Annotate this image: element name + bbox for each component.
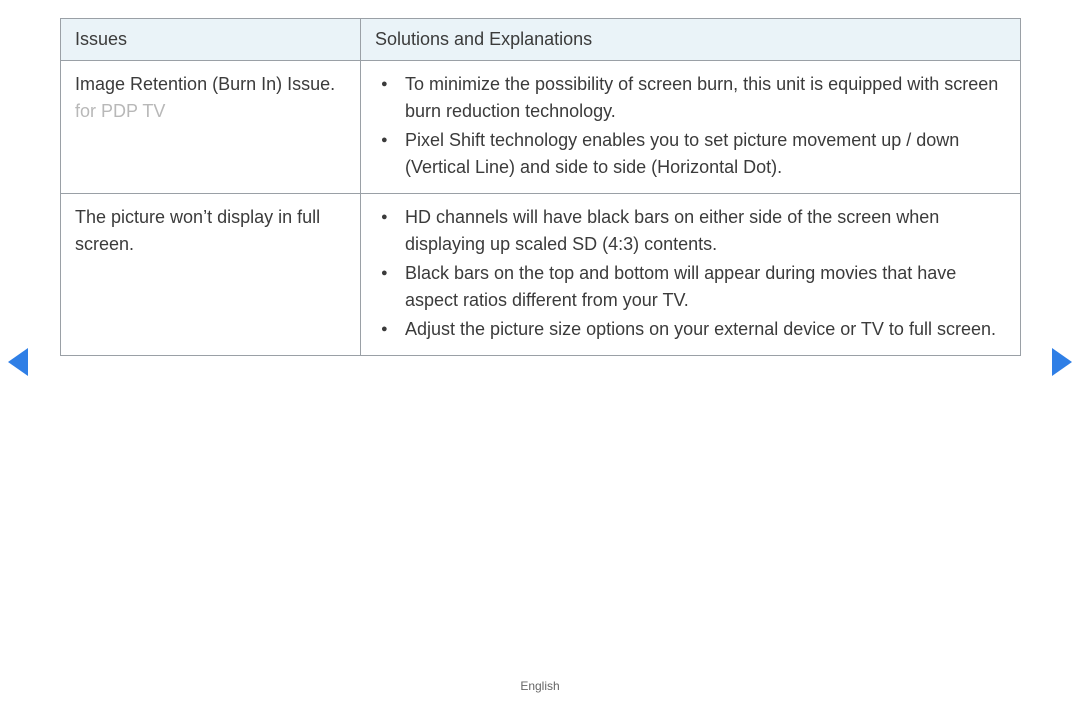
issue-note: for PDP TV	[75, 101, 165, 121]
troubleshooting-table: Issues Solutions and Explanations Image …	[60, 18, 1021, 356]
footer-language: English	[0, 679, 1080, 693]
table-row: Image Retention (Burn In) Issue. for PDP…	[61, 61, 1021, 194]
solution-item: Pixel Shift technology enables you to se…	[399, 127, 1008, 181]
col-header-issues: Issues	[61, 19, 361, 61]
solution-item: Adjust the picture size options on your …	[399, 316, 1008, 343]
solution-cell: HD channels will have black bars on eith…	[361, 194, 1021, 356]
table-header-row: Issues Solutions and Explanations	[61, 19, 1021, 61]
next-page-arrow[interactable]	[1052, 348, 1072, 376]
issue-text: Image Retention (Burn In) Issue.	[75, 74, 335, 94]
col-header-solutions: Solutions and Explanations	[361, 19, 1021, 61]
solution-item: To minimize the possibility of screen bu…	[399, 71, 1008, 125]
troubleshooting-table-wrap: Issues Solutions and Explanations Image …	[60, 18, 1020, 356]
solution-item: Black bars on the top and bottom will ap…	[399, 260, 1008, 314]
issue-cell: The picture won’t display in full screen…	[61, 194, 361, 356]
manual-page: Issues Solutions and Explanations Image …	[0, 0, 1080, 705]
solution-cell: To minimize the possibility of screen bu…	[361, 61, 1021, 194]
prev-page-arrow[interactable]	[8, 348, 28, 376]
table-row: The picture won’t display in full screen…	[61, 194, 1021, 356]
solution-item: HD channels will have black bars on eith…	[399, 204, 1008, 258]
solution-list: HD channels will have black bars on eith…	[375, 204, 1008, 343]
issue-text: The picture won’t display in full screen…	[75, 207, 320, 254]
issue-cell: Image Retention (Burn In) Issue. for PDP…	[61, 61, 361, 194]
solution-list: To minimize the possibility of screen bu…	[375, 71, 1008, 181]
